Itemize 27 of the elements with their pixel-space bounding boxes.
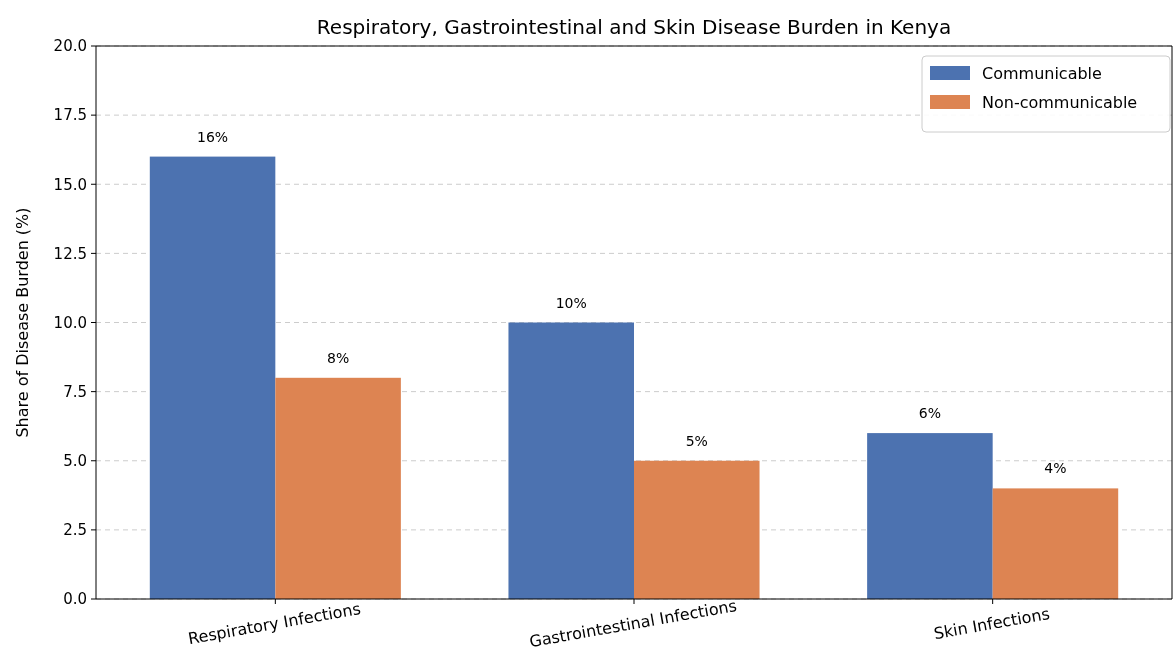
data-label: 8% — [326, 349, 350, 366]
chart-title: Respiratory, Gastrointestinal and Skin Disease Burden in Kenya — [316, 15, 952, 39]
bar — [992, 488, 1119, 599]
bar — [149, 156, 276, 599]
y-tick-label: 20.0 — [53, 37, 87, 56]
data-label: 16% — [197, 128, 229, 145]
y-tick-label: 2.5 — [63, 521, 87, 540]
y-tick-label: 10.0 — [53, 313, 87, 332]
y-tick-label: 17.5 — [53, 106, 87, 125]
bar — [275, 377, 401, 599]
data-label: 4% — [1044, 460, 1067, 477]
legend-label: Communicable — [982, 63, 1102, 83]
x-tick-label: Respiratory Infections — [186, 599, 363, 649]
y-tick-label: 5.0 — [63, 452, 87, 470]
data-label: 6% — [918, 405, 942, 422]
y-tick-label: 15.0 — [53, 175, 87, 194]
y-tick-label: 7.5 — [63, 382, 87, 401]
bar — [867, 433, 993, 599]
bar — [508, 322, 634, 599]
data-label: 10% — [555, 294, 587, 311]
y-tick-label: 12.5 — [53, 244, 87, 263]
bar — [634, 460, 760, 599]
legend-label: Non-communicable — [982, 92, 1138, 112]
x-tick-label: Skin Infections — [932, 604, 1052, 644]
data-label: 5% — [685, 432, 708, 449]
y-tick-label: 0.0 — [63, 590, 87, 609]
y-axis-title: Share of Disease Burden (%) — [13, 207, 32, 438]
